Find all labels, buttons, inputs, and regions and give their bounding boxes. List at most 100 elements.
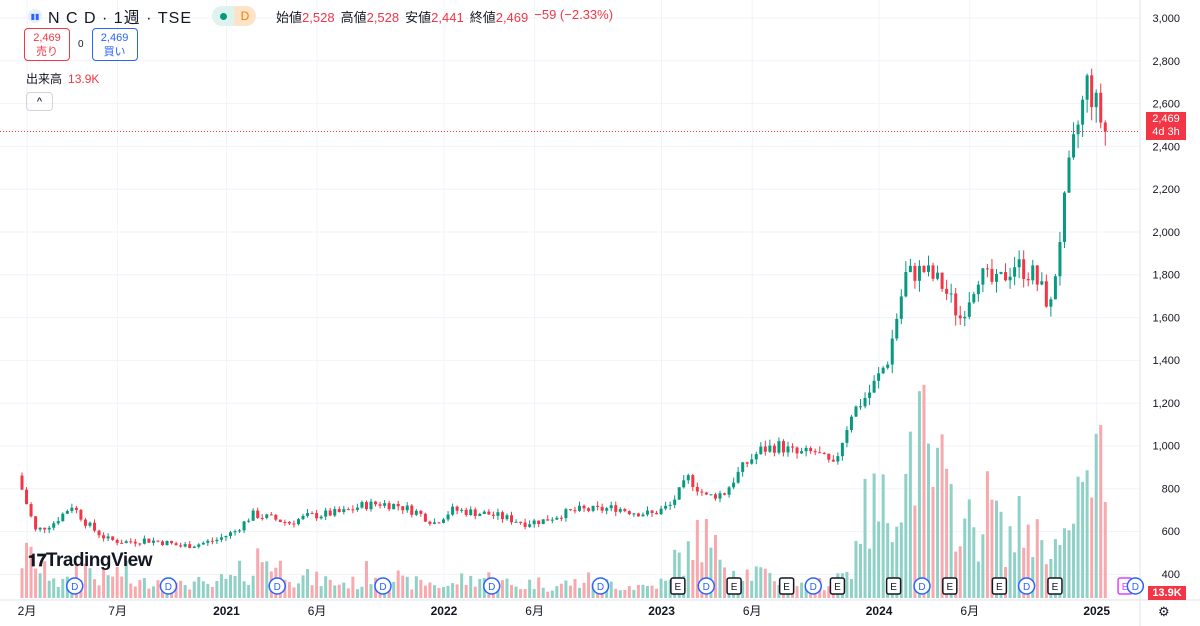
svg-text:E: E (1052, 582, 1059, 593)
volume-bar (260, 562, 264, 598)
tradingview-logo[interactable]: 𝟏𝟕TradingView (28, 550, 152, 572)
earnings-marker[interactable]: E (778, 577, 795, 595)
svg-text:E: E (783, 582, 790, 593)
high-value: 2,528 (366, 9, 400, 25)
earnings-marker[interactable]: E (1047, 577, 1063, 595)
volume-bar (460, 573, 464, 598)
candle-body (1013, 267, 1017, 277)
dividend-marker[interactable]: D (374, 577, 392, 595)
dividend-marker[interactable]: D (697, 577, 716, 595)
candle-body (713, 494, 717, 499)
market-status-badge[interactable]: D (212, 6, 257, 26)
candle-body (1004, 272, 1008, 281)
earnings-marker[interactable]: E (726, 577, 742, 595)
settings-gear-icon[interactable]: ⚙ (1158, 604, 1170, 619)
svg-text:E: E (946, 582, 953, 593)
volume-bar (564, 580, 568, 598)
candle-body (863, 397, 867, 407)
candle-body (523, 522, 527, 527)
candle-body (487, 511, 491, 515)
earnings-marker[interactable]: E (829, 577, 846, 595)
sell-button[interactable]: 2,469 売り (24, 28, 70, 61)
svg-text:E: E (731, 582, 738, 593)
candle-body (917, 265, 921, 281)
dividend-marker[interactable]: D (804, 577, 822, 595)
candle-body (627, 511, 631, 515)
volume-bar (868, 548, 872, 598)
svg-text:D: D (274, 582, 281, 593)
last-volume-label: 13.9K (1148, 586, 1186, 600)
change-value: −59 (−2.33%) (534, 6, 614, 22)
volume-bar (319, 586, 323, 598)
svg-text:D: D (71, 582, 78, 593)
volume-bar (210, 587, 214, 598)
trade-buttons: 2,469 売り 0 2,469 買い (24, 28, 138, 61)
earnings-marker[interactable]: E (991, 577, 1008, 595)
dividend-marker[interactable]: D (1126, 577, 1145, 595)
volume-bar (414, 576, 418, 598)
dividend-marker[interactable]: D (65, 577, 84, 595)
volume-bar (550, 590, 554, 598)
volume-bar (750, 580, 754, 598)
dividend-marker[interactable]: D (1017, 577, 1036, 595)
candle-body (97, 530, 101, 536)
candle-body (369, 501, 373, 510)
dividend-marker[interactable]: D (591, 577, 610, 595)
volume-bar (192, 581, 196, 598)
candle-body (29, 504, 33, 517)
dividend-marker[interactable]: D (913, 577, 931, 595)
candle-body (278, 519, 282, 522)
volume-bar (61, 578, 65, 598)
candle-body (170, 540, 174, 544)
volume-bar (954, 551, 958, 598)
candle-body (360, 502, 364, 508)
y-tick-label: 2,600 (1152, 99, 1180, 111)
candle-body (242, 521, 246, 531)
volume-bar (859, 543, 863, 598)
y-tick-label: 2,800 (1152, 56, 1180, 68)
candle-body (881, 367, 885, 374)
collapse-legend-button[interactable]: ^ (26, 92, 53, 111)
candle-body (410, 505, 414, 515)
volume-bar (976, 561, 980, 598)
volume-bar (387, 587, 391, 598)
symbol-title[interactable]: N C D · 1週 · TSE (48, 10, 193, 27)
earnings-marker[interactable]: E (885, 577, 902, 595)
volume-bar (609, 581, 613, 598)
y-tick-label: 1,600 (1152, 312, 1180, 324)
volume-bar (1017, 495, 1021, 598)
svg-text:E: E (1122, 582, 1129, 593)
candle-body (994, 273, 998, 282)
earnings-marker[interactable]: E (670, 577, 686, 595)
volume-bar (324, 576, 328, 598)
volume-bar (170, 590, 174, 598)
candle-body (818, 452, 822, 454)
open-value: 2,528 (302, 9, 335, 25)
dividend-marker[interactable]: D (159, 577, 178, 595)
candle-body (1035, 265, 1039, 285)
candle-body (976, 284, 980, 295)
candle-body (954, 293, 958, 316)
candle-body (437, 522, 441, 524)
x-tick-label: 2025 (1083, 604, 1110, 618)
volume-bar (310, 585, 314, 598)
candle-body (741, 462, 745, 472)
buy-button[interactable]: 2,469 買い (91, 28, 138, 61)
candle-body (759, 446, 763, 455)
candle-body (102, 535, 106, 539)
y-tick-label: 1,200 (1152, 398, 1180, 410)
dividend-marker[interactable]: D (482, 577, 501, 595)
dividend-marker[interactable]: D (268, 577, 286, 595)
candle-body (124, 541, 128, 544)
symbol-header: ▮▮ N C D · 1週 · TSE D 始値2,528 高値2,528 安値… (28, 4, 613, 28)
candle-body (550, 519, 554, 521)
volume-bar (405, 576, 409, 598)
candle-body (188, 544, 192, 549)
earnings-marker[interactable]: E (942, 577, 958, 595)
ohlc-values: 始値2,528 高値2,528 安値2,441 終値2,469 −59 (−2.… (276, 7, 613, 26)
tradingview-mark-icon: 𝟏𝟕 (28, 551, 46, 570)
volume-bar (432, 585, 436, 598)
candle-body (519, 521, 523, 523)
volume-bar (138, 580, 142, 598)
